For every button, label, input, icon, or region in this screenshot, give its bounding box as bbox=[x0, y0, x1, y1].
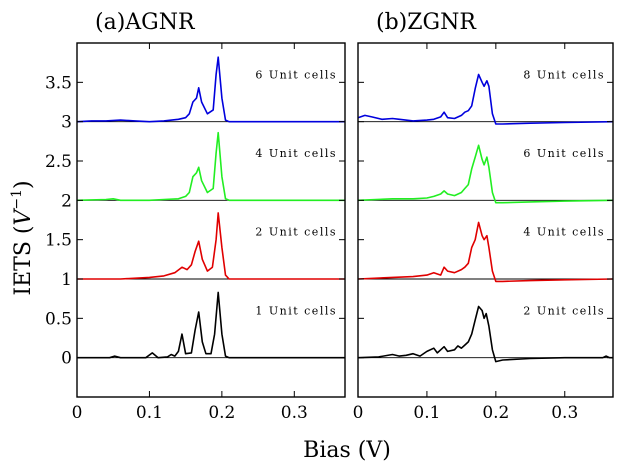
y-tick-label-3: 1 bbox=[61, 270, 72, 290]
panel-title-1: (a)AGNR bbox=[95, 10, 196, 35]
x-tick-label-1-1: 0 bbox=[72, 403, 83, 423]
x-tick-label-1-3: 0.2 bbox=[208, 403, 235, 423]
series-line-1-2 bbox=[77, 212, 345, 280]
x-tick-label-1-2: 0.1 bbox=[136, 403, 163, 423]
series-line-2-2 bbox=[357, 221, 614, 283]
series-line-1-1 bbox=[77, 291, 345, 359]
y-tick-label-4: 1.5 bbox=[45, 231, 72, 251]
series-line-2-3 bbox=[357, 144, 614, 204]
y-axis-label-close: ) bbox=[11, 180, 36, 189]
x-tick-label-1-4: 0.3 bbox=[281, 403, 308, 423]
series-label-2-4: 8 Unit cells bbox=[523, 68, 605, 81]
y-tick-label-2: 0.5 bbox=[45, 309, 72, 329]
plot-frame-2 bbox=[357, 42, 614, 398]
panels: 1 Unit cells 2 Unit cells 4 Unit cells 6 Un… bbox=[45, 10, 614, 423]
y-axis-label-sup: −1 bbox=[9, 189, 25, 210]
series-label-1-2: 2 Unit cells bbox=[255, 226, 337, 239]
x-tick-label-2-4: 0.3 bbox=[551, 403, 578, 423]
y-axis-label-main: IETS ( bbox=[11, 226, 36, 296]
y-axis-label-var: V bbox=[11, 208, 36, 226]
plot-frame-1 bbox=[76, 42, 346, 398]
panel-2: 2 Unit cells 4 Unit cells 6 Unit cells 8 Un… bbox=[353, 10, 614, 423]
panel-1: 1 Unit cells 2 Unit cells 4 Unit cells 6 Un… bbox=[45, 10, 346, 423]
x-tick-label-2-3: 0.2 bbox=[482, 403, 509, 423]
y-tick-label-1: 0 bbox=[61, 349, 72, 369]
x-tick-label-2-2: 0.1 bbox=[413, 403, 440, 423]
series-label-1-1: 1 Unit cells bbox=[255, 304, 337, 317]
series-label-1-4: 6 Unit cells bbox=[255, 68, 337, 81]
x-tick-label-2-1: 0 bbox=[353, 403, 364, 423]
series-line-2-1 bbox=[357, 305, 613, 363]
x-axis-label: Bias (V) bbox=[303, 438, 391, 463]
series-line-1-3 bbox=[76, 131, 345, 202]
y-axis-label: IETS (V−1) bbox=[9, 180, 36, 295]
panel-title-2: (b)ZGNR bbox=[376, 10, 477, 35]
series-label-2-1: 2 Unit cells bbox=[523, 304, 605, 317]
y-tick-label-7: 3 bbox=[61, 113, 72, 133]
series-label-2-2: 4 Unit cells bbox=[523, 226, 605, 239]
series-line-1-4 bbox=[76, 56, 345, 123]
y-tick-label-8: 3.5 bbox=[45, 73, 72, 93]
y-tick-label-5: 2 bbox=[61, 191, 72, 211]
series-line-2-4 bbox=[357, 73, 614, 125]
series-label-2-3: 6 Unit cells bbox=[523, 147, 605, 160]
series-label-1-3: 4 Unit cells bbox=[255, 147, 337, 160]
y-tick-label-6: 2.5 bbox=[45, 152, 72, 172]
